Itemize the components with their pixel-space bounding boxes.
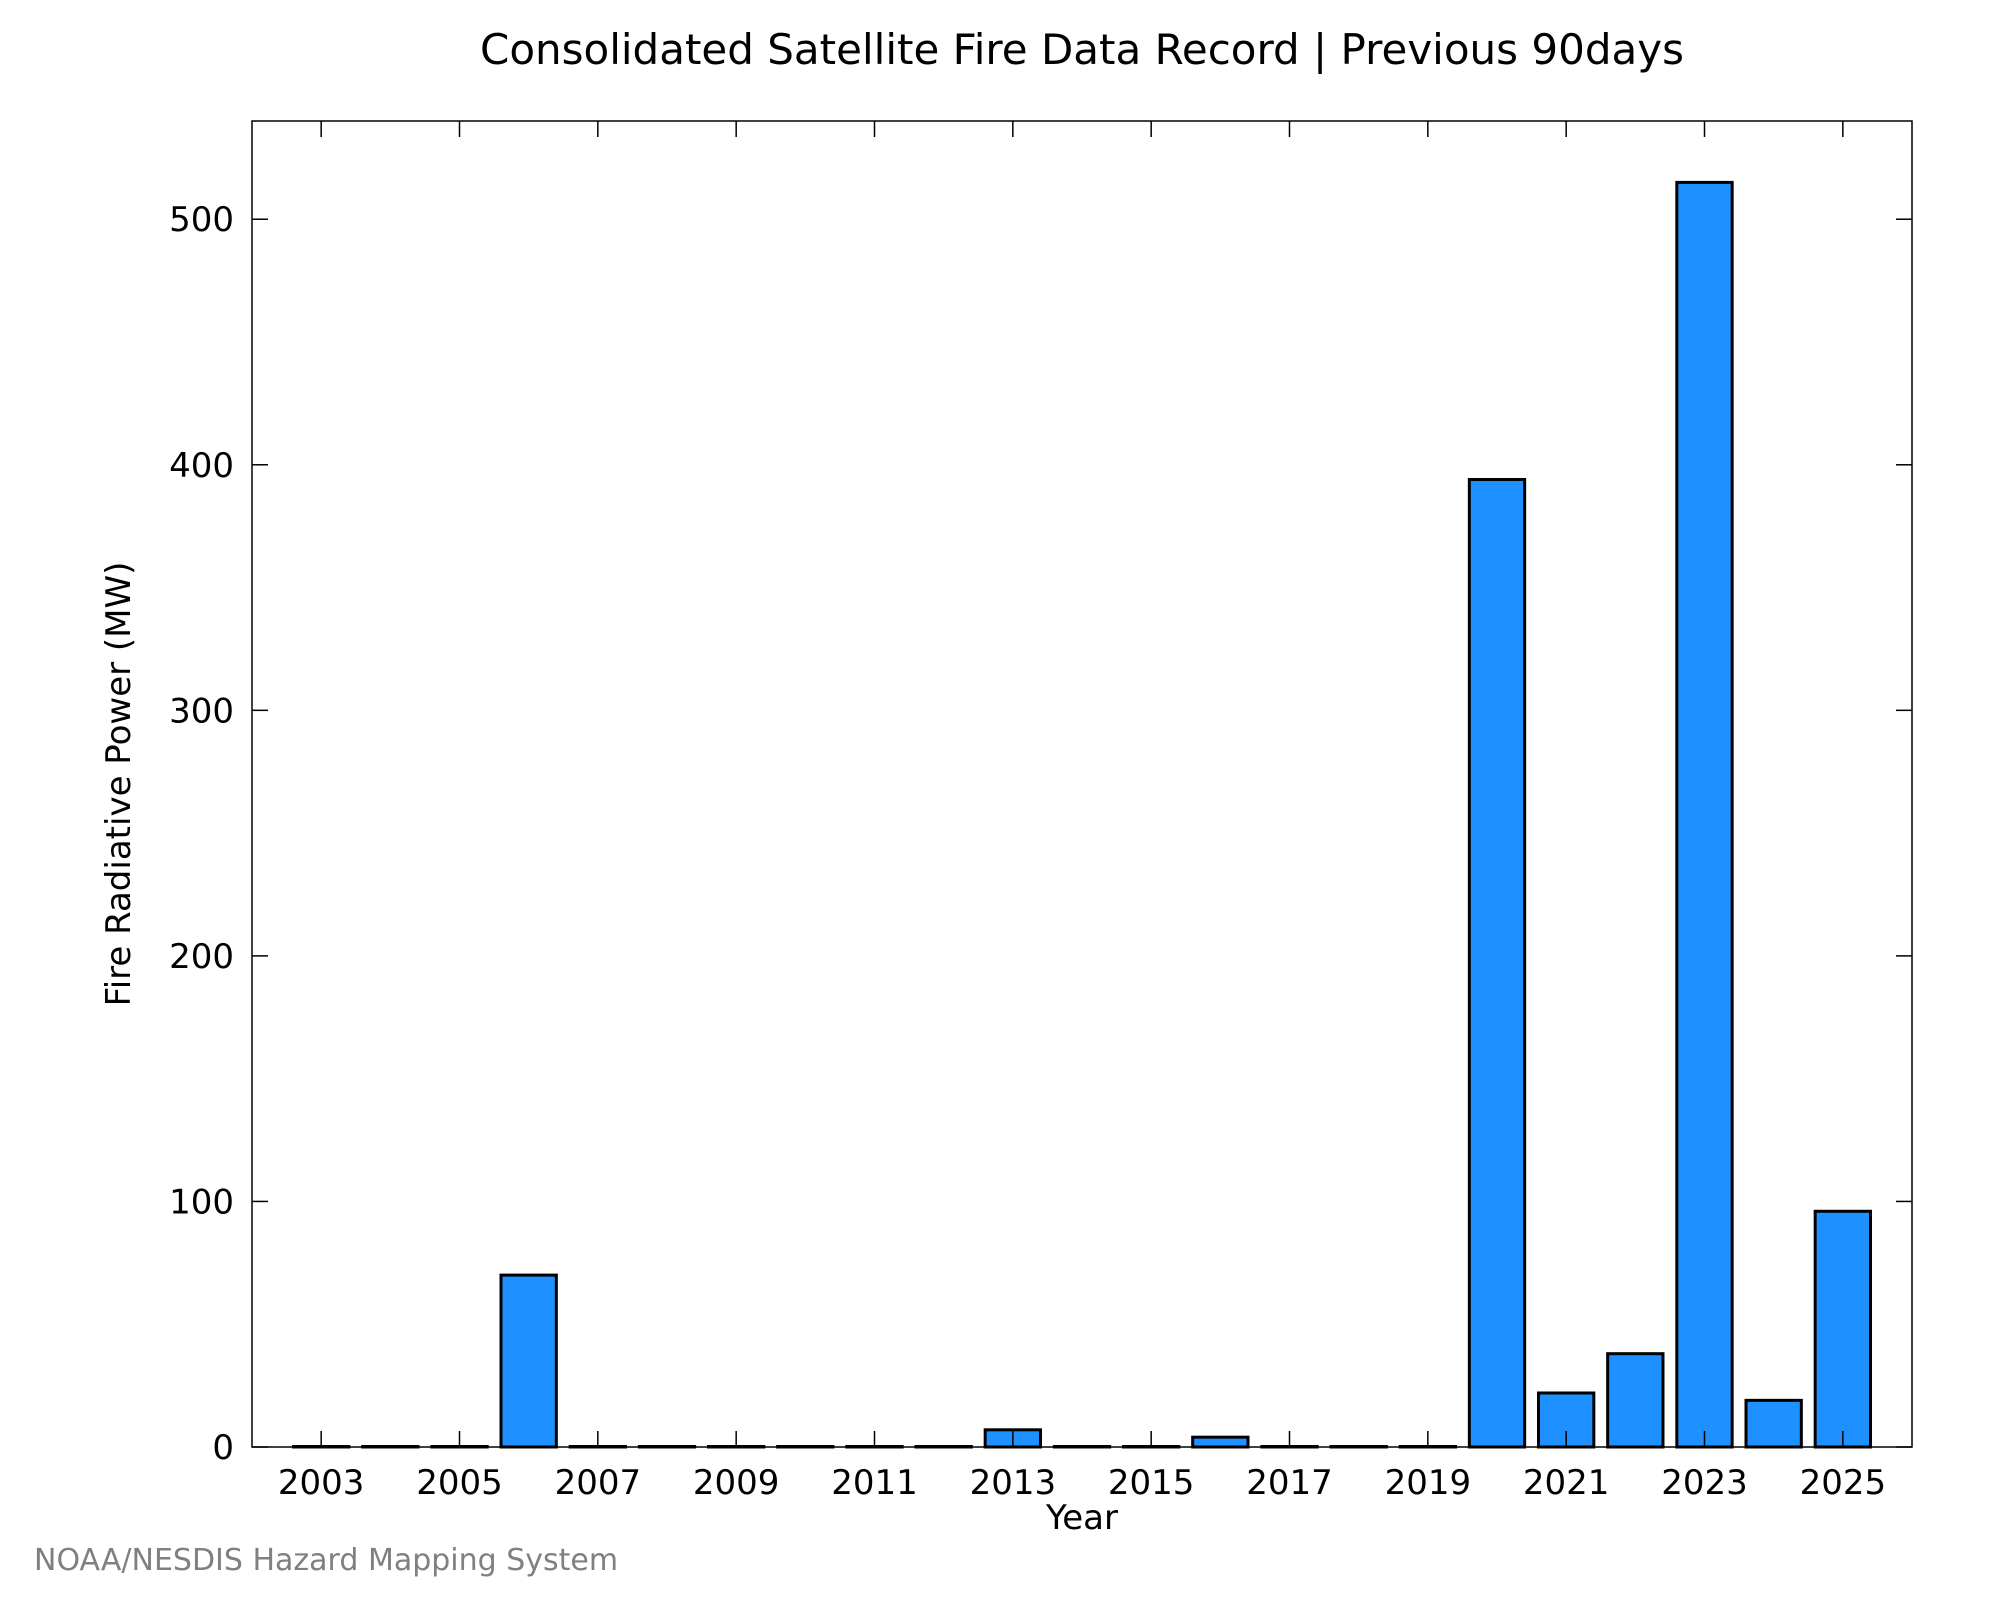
x-tick-label-2015: 2015: [1108, 1463, 1195, 1503]
bar-2006: [499, 1273, 558, 1449]
y-axis-label: Fire Radiative Power (MW): [99, 562, 139, 1007]
x-tick-label-2025: 2025: [1800, 1463, 1887, 1503]
x-tick-label-2013: 2013: [970, 1463, 1057, 1503]
x-tick-label-2017: 2017: [1246, 1463, 1333, 1503]
credit-text: NOAA/NESDIS Hazard Mapping System: [34, 1543, 618, 1578]
bar-2023: [1675, 180, 1734, 1449]
bars-layer: [292, 180, 1873, 1449]
y-tick-label-100: 100: [169, 1182, 234, 1222]
bar-2022: [1606, 1352, 1665, 1449]
bar-2024: [1744, 1398, 1803, 1449]
plot-frame: [251, 120, 1913, 1448]
x-axis-label: Year: [1045, 1498, 1118, 1538]
y-tick-label-0: 0: [212, 1428, 234, 1468]
x-tick-label-2003: 2003: [278, 1463, 365, 1503]
bar-2025: [1813, 1209, 1873, 1449]
bar-2020: [1467, 478, 1527, 1449]
chart-title: Consolidated Satellite Fire Data Record …: [480, 25, 1684, 74]
x-tick-label-2011: 2011: [831, 1463, 918, 1503]
y-tick-label-500: 500: [169, 200, 234, 240]
y-tick-label-200: 200: [169, 937, 234, 977]
x-tick-label-2007: 2007: [555, 1463, 642, 1503]
x-tick-label-2021: 2021: [1523, 1463, 1610, 1503]
bar-2016: [1191, 1435, 1250, 1449]
y-tick-label-300: 300: [169, 691, 234, 731]
ticks-layer: 2003 2005 2007 2009 2011 2013 2015 2017 2019 2021…: [169, 121, 1912, 1503]
x-tick-label-2019: 2019: [1385, 1463, 1472, 1503]
y-tick-label-400: 400: [169, 446, 234, 486]
x-tick-label-2009: 2009: [693, 1463, 780, 1503]
x-tick-label-2023: 2023: [1661, 1463, 1748, 1503]
bar-2021: [1537, 1391, 1596, 1449]
x-tick-label-2005: 2005: [416, 1463, 503, 1503]
